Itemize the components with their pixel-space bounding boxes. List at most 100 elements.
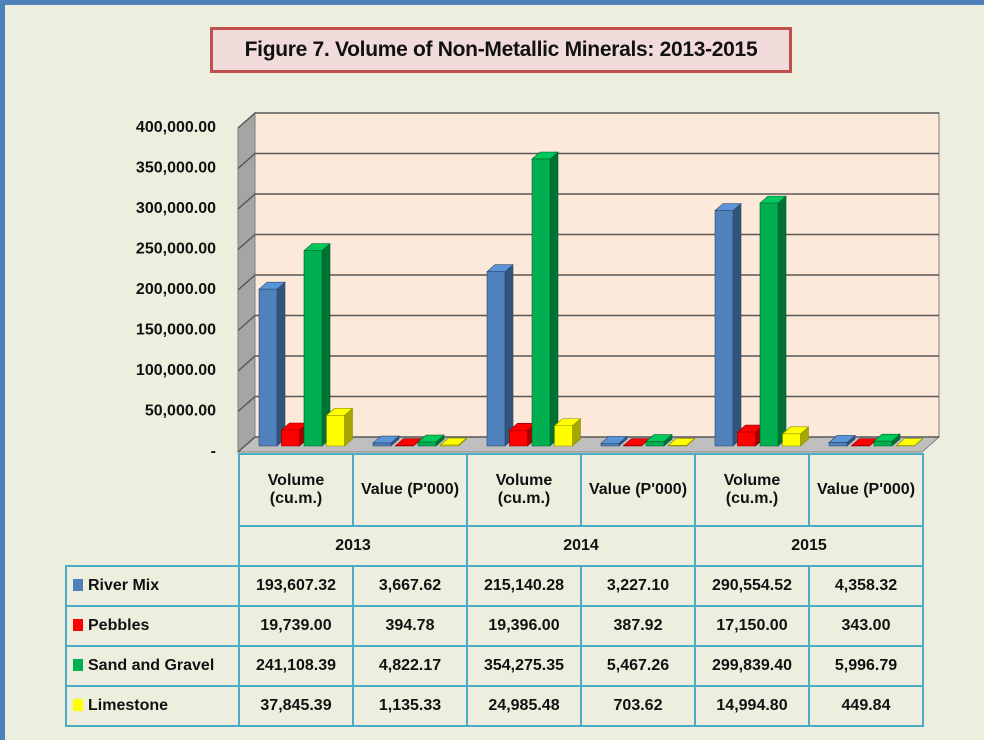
bar (895, 437, 924, 447)
bar (714, 202, 742, 447)
grid-line (237, 274, 939, 291)
grid-line (237, 233, 939, 251)
value-label: 193,607.32 (238, 565, 354, 607)
series-row: Sand and Gravel 241,108.39 4,822.17 354,275… (65, 645, 924, 687)
bar (439, 437, 468, 447)
value-label: 290,554.52 (694, 565, 810, 607)
bar-front (668, 445, 687, 447)
bar-front (281, 429, 300, 447)
value-label: 24,985.48 (466, 685, 582, 727)
bar (280, 422, 309, 447)
value-label: 394.78 (352, 605, 468, 647)
legend-key (73, 699, 83, 711)
value-label: 387.92 (580, 605, 696, 647)
y-tick-label: 50,000.00 (145, 403, 216, 420)
bar-front (372, 442, 392, 447)
x-tick-label: Value (P'000) (352, 453, 468, 527)
chart-title: Figure 7. Volume of Non-Metallic Mineral… (210, 27, 792, 73)
y-tick-label: 250,000.00 (136, 241, 216, 258)
y-tick-label: 200,000.00 (136, 281, 216, 298)
series-name: Pebbles (88, 617, 150, 634)
group-label: 2014 (466, 525, 696, 567)
grid-line (237, 355, 939, 372)
bar (873, 433, 901, 447)
value-label: 241,108.39 (238, 645, 354, 687)
bar (759, 195, 787, 447)
bar (417, 434, 445, 447)
grid-line (237, 395, 939, 413)
data-table: Volume (cu.m.) Value (P'000) Volume (cu.m.… (65, 453, 924, 727)
x-tick-label: Value (P'000) (808, 453, 924, 527)
x-tick-label: Volume (cu.m.) (466, 453, 582, 527)
y-tick-label: 400,000.00 (136, 119, 216, 136)
grid-line (237, 436, 939, 453)
bar-front (600, 443, 620, 447)
x-tick-label: Volume (cu.m.) (694, 453, 810, 527)
legend-key (73, 659, 83, 671)
legend-key (73, 619, 83, 631)
blank-cell (66, 454, 240, 526)
value-label: 215,140.28 (466, 565, 582, 607)
y-tick-label: - (211, 443, 216, 460)
group-label: 2013 (238, 525, 468, 567)
legend-entry: Limestone (65, 685, 240, 727)
x-tick-label: Volume (cu.m.) (238, 453, 354, 527)
bar-front (440, 444, 459, 447)
value-label: 19,396.00 (466, 605, 582, 647)
blank-cell (66, 526, 240, 566)
value-label: 4,822.17 (352, 645, 468, 687)
bar (667, 437, 696, 447)
bar-front (782, 433, 801, 447)
bar (531, 151, 559, 447)
bar-side (276, 281, 286, 447)
bar-front (509, 429, 528, 447)
bar-front (645, 441, 665, 447)
bar (828, 434, 856, 447)
bar-front (714, 210, 734, 447)
value-label: 17,150.00 (694, 605, 810, 647)
series-row: Limestone 37,845.39 1,135.33 24,985.48 703.6… (65, 685, 924, 727)
bar (258, 281, 286, 447)
group-row: 2013 2014 2015 (66, 525, 924, 567)
value-label: 354,275.35 (466, 645, 582, 687)
bar-front (531, 158, 551, 447)
value-label: 1,135.33 (352, 685, 468, 727)
value-label: 14,994.80 (694, 685, 810, 727)
bar-front (303, 250, 323, 447)
bar-front (759, 202, 779, 447)
bar-front (873, 440, 893, 447)
value-label: 3,667.62 (352, 565, 468, 607)
series-name: Sand and Gravel (88, 657, 215, 674)
legend-key (73, 579, 83, 591)
value-label: 703.62 (580, 685, 696, 727)
value-label: 4,358.32 (808, 565, 924, 607)
grid-line (237, 152, 939, 170)
x-tick-label: Value (P'000) (580, 453, 696, 527)
bar-side (777, 195, 787, 447)
bar-side (732, 202, 742, 447)
series-row: Pebbles 19,739.00 394.78 19,396.00 387.92 17,… (65, 605, 924, 647)
value-label: 3,227.10 (580, 565, 696, 607)
value-label: 37,845.39 (238, 685, 354, 727)
bar-front (258, 288, 278, 447)
y-tick-label: 150,000.00 (136, 322, 216, 339)
category-row: Volume (cu.m.) Value (P'000) Volume (cu.m.… (66, 453, 924, 527)
bar-front (417, 441, 437, 447)
legend-entry: Pebbles (65, 605, 240, 647)
y-tick-label: 100,000.00 (136, 362, 216, 379)
grid-line (237, 314, 939, 332)
bar (645, 433, 673, 447)
bar (553, 418, 582, 447)
bar (372, 435, 400, 447)
value-label: 19,739.00 (238, 605, 354, 647)
bar (303, 243, 331, 447)
bar-front (828, 442, 848, 447)
bar-side (504, 264, 514, 447)
value-label: 343.00 (808, 605, 924, 647)
legend-entry: Sand and Gravel (65, 645, 240, 687)
bar-front (737, 431, 756, 447)
legend-entry: River Mix (65, 565, 240, 607)
bar (325, 407, 354, 447)
